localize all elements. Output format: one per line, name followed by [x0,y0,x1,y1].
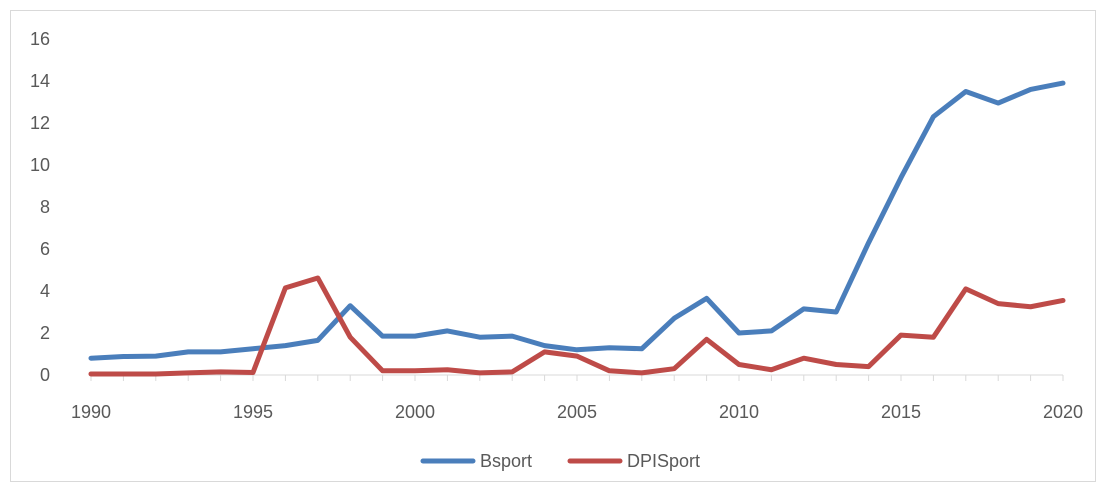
y-tick-label: 4 [40,281,50,301]
y-tick-label: 10 [30,155,50,175]
legend: Bsport DPISport [420,451,700,471]
x-tick-label: 2015 [881,402,921,422]
y-tick-label: 14 [30,71,50,91]
y-tick-label: 16 [30,29,50,49]
series-line-dpisport [88,275,1066,377]
y-axis: 0 2 4 6 8 10 12 14 16 [30,29,50,385]
series-line-bsport [88,80,1066,361]
x-tick-label: 2010 [719,402,759,422]
y-tick-label: 6 [40,239,50,259]
x-tick-label: 2000 [395,402,435,422]
y-tick-label: 8 [40,197,50,217]
x-tick-label: 1995 [233,402,273,422]
y-tick-label: 12 [30,113,50,133]
y-tick-label: 2 [40,323,50,343]
x-tick-label: 1990 [71,402,111,422]
legend-label-dpisport: DPISport [627,451,700,471]
x-tick-label: 2005 [557,402,597,422]
y-tick-label: 0 [40,365,50,385]
x-axis: 1990 1995 2000 2005 2010 2015 2020 [71,375,1083,422]
x-tick-label: 2020 [1043,402,1083,422]
series-layer [88,80,1066,377]
chart-area [10,10,1096,482]
legend-label-bsport: Bsport [480,451,532,471]
